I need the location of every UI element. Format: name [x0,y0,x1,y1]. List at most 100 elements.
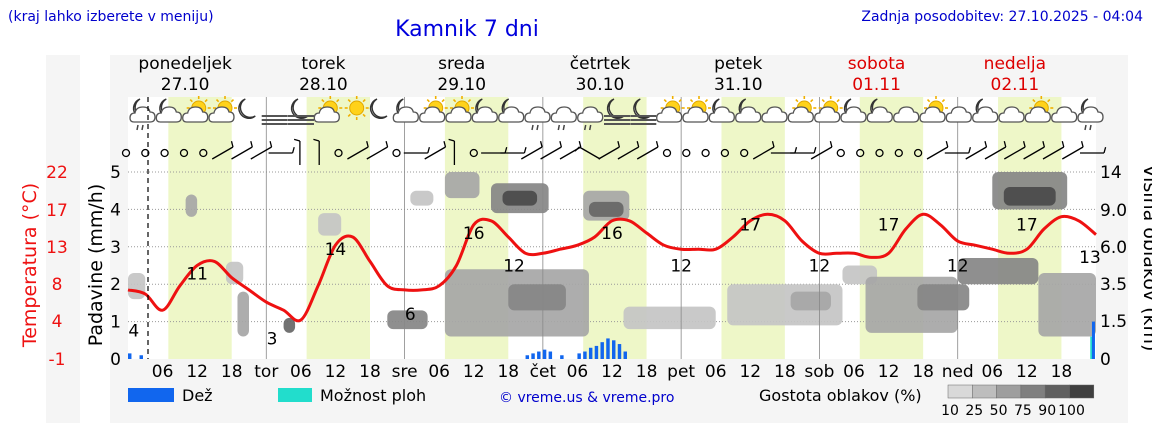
shower-bar [1090,336,1094,359]
temperature-tick: -1 [49,350,66,370]
temperature-tick: 17 [46,201,68,221]
sun-ray [452,98,457,103]
rain-bar [531,353,535,359]
barb-staff [1023,146,1045,160]
cloud-icon [761,106,788,123]
rain-drop [1084,124,1087,131]
cloud-shape [471,106,498,123]
moon-fog-icon [630,98,657,125]
barb-flag [574,146,580,152]
barb-staff [366,146,388,160]
moon-cloud-rain-icon [1077,98,1104,131]
calm-circle [894,148,903,158]
menu-hint[interactable]: (kraj lahko izberete v meniju) [8,9,214,25]
cloud-shape [1077,106,1104,123]
cloud-shape [182,106,209,123]
sun-icon [344,96,369,120]
shower-bar [1091,321,1095,359]
day-name: ponedeljek [138,54,232,74]
cloud-icon [893,106,920,123]
calm-circle [179,148,189,158]
day-date: 30.10 [576,75,625,95]
hour-tick: 12 [186,362,208,382]
sun-cloud-icon [656,96,685,123]
sun-cloud-icon [682,96,711,123]
legend-rain-swatch [128,388,174,402]
barb-flag [448,138,455,142]
moon-cloud-icon [498,98,525,123]
wind-barb [268,147,295,154]
cloud-height-axis-title: Višina oblakov (km) [1139,165,1152,352]
cloud-shape [524,106,551,123]
cloud-patch [502,190,538,206]
temperature-label: 16 [463,224,485,244]
precip-tick: 2 [110,275,121,295]
cloud-patch [185,194,198,217]
cloud-patch [283,317,296,333]
wind-barb [160,148,169,158]
cloud-shape [972,106,999,123]
moon-crescent [369,98,388,120]
cloud-patch [1038,272,1096,337]
density-scale: 10 25 50 75 90 100 [941,384,1095,419]
cloud-shape [708,106,735,123]
rain-bar [594,345,599,359]
rain-bar [600,342,604,359]
cloud-shape [1024,106,1051,123]
hour-tick: 06 [428,362,450,382]
barb-flag [443,141,447,148]
density-swatch [947,384,973,399]
temperature-layer: 4 11 3 14 6 16 12 16 12 17 12 17 12 17 13 [127,212,1101,349]
precip-axis-title: Padavine (mm/h) [85,184,107,347]
moon-fog-icon [604,98,630,125]
barb-staff [231,146,253,160]
wind-barbs [121,138,1107,165]
wind-barb [720,148,730,158]
moon-cloud-icon [392,98,419,123]
cloud-shape [682,106,709,123]
wind-barb [250,141,273,160]
sun-ray [1032,98,1036,103]
barb-flag [250,141,253,148]
barb-staff [520,146,543,160]
cloud-shape [919,106,946,123]
temperature-label: 6 [405,305,416,325]
temperature-label: 14 [325,240,347,260]
precip-tick: 0 [110,350,121,370]
rain-bar [612,340,616,359]
day-name: četrtek [570,54,631,74]
cloud-shape [550,106,577,123]
calm-circle [199,148,208,158]
sun-ray [678,98,682,103]
day-name: torek [301,54,345,74]
barb-flag [813,147,817,154]
credit-link[interactable]: © vreme.us & vreme.pro [499,390,674,406]
day-date: 02.11 [991,75,1040,95]
hour-tick: 12 [601,362,623,382]
cloud-shape [787,106,814,123]
sun-ray [347,113,351,118]
temperature-label: 16 [601,224,623,244]
temperature-label: 13 [1079,248,1101,268]
calm-circle [121,148,131,158]
sun-ray [1047,98,1051,103]
fog-icon [261,115,288,125]
barb-staff [752,146,775,160]
sun-ray [467,98,472,103]
temperature-label: 12 [809,256,831,276]
rain-drop [588,124,592,131]
barb-staff [1061,146,1084,160]
barb-flag [1022,141,1026,148]
precip-tick: 1 [110,313,121,333]
barb-staff [636,146,659,160]
sun-cloud-icon [419,96,448,123]
moon-cloud-icon [708,98,735,123]
day-short-label: sob [804,362,834,382]
barb-flag [1103,147,1107,154]
calm-circle [875,148,884,158]
barb-flag [945,141,949,148]
cloud-shape [155,106,182,123]
cloud-icon [945,106,972,123]
cloud-height-tick: 6.0 [1100,238,1127,258]
sun-ray [215,98,220,103]
